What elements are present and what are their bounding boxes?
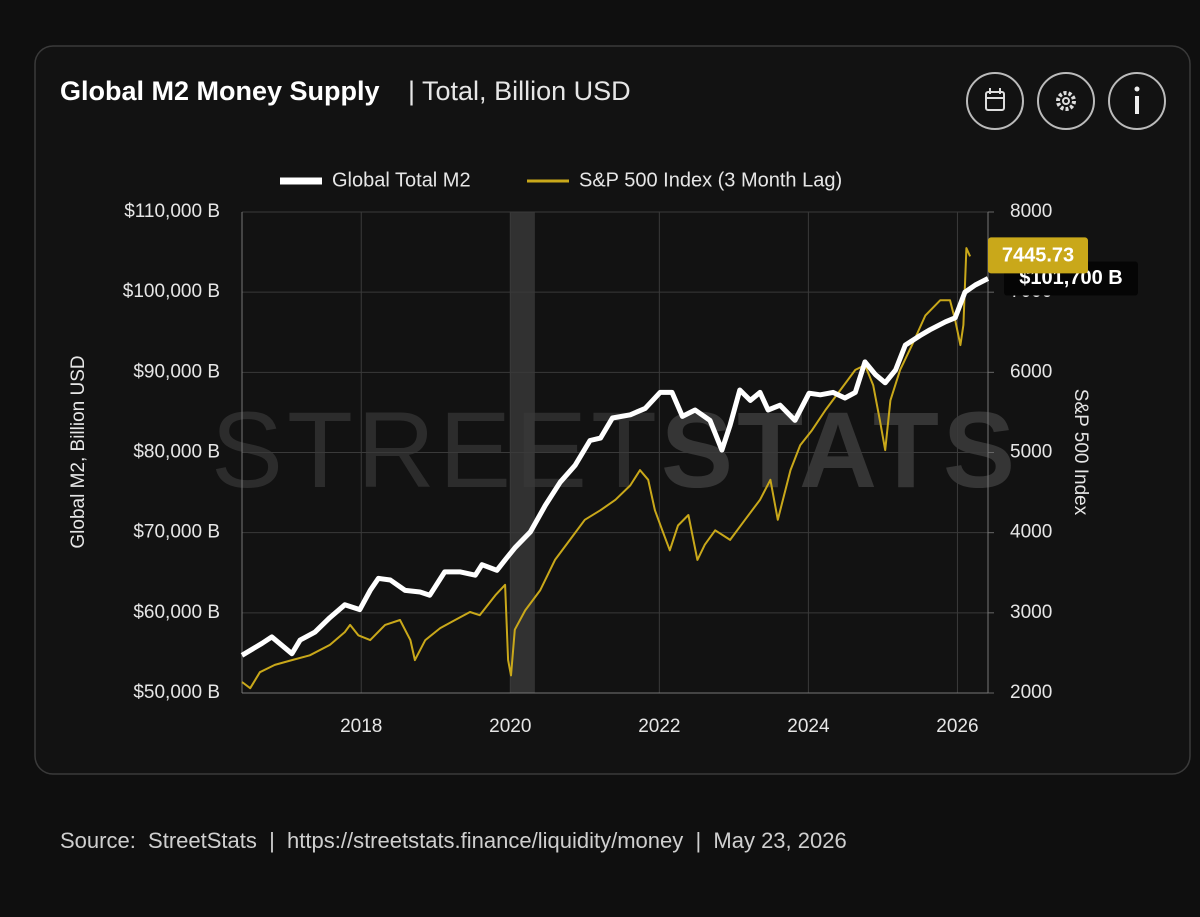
- card: [34, 45, 1191, 775]
- watermark-part: STATS: [661, 389, 1019, 510]
- y-tick-label: $70,000 B: [133, 522, 220, 543]
- series-line: [241, 247, 972, 690]
- x-tick-label: 2020: [489, 716, 531, 737]
- x-tick-label: 2022: [638, 716, 680, 737]
- y2-axis-label: S&P 500 Index: [1070, 389, 1091, 516]
- y2-tick-label: 6000: [1010, 361, 1052, 382]
- x-tick-label: 2024: [787, 716, 830, 737]
- end-label: 7445.73: [1002, 245, 1074, 267]
- y2-tick-label: 8000: [1010, 201, 1052, 222]
- y-tick-label: $90,000 B: [133, 361, 220, 382]
- plot: STREETSTATS $50,000 B $60,000 B $70,000 B $8…: [68, 169, 1138, 737]
- y2-tick-label: 3000: [1010, 602, 1052, 623]
- y2-tick-label: 2000: [1010, 682, 1052, 703]
- settings-button[interactable]: [1037, 72, 1095, 130]
- y2-tick-label: 4000: [1010, 522, 1052, 543]
- chart-title: Global M2 Money Supply: [60, 76, 380, 106]
- legend-label: S&P 500 Index (3 Month Lag): [579, 169, 842, 191]
- y2-tick-label: 5000: [1010, 442, 1052, 463]
- y-tick-label: $50,000 B: [133, 682, 220, 703]
- calendar-button[interactable]: [966, 72, 1024, 130]
- x-tick-label: 2026: [936, 716, 978, 737]
- series-line: [240, 276, 990, 658]
- footer-source: Source: StreetStats | https://streetstat…: [60, 828, 847, 853]
- watermark: STREETSTATS: [211, 389, 1019, 510]
- legend-label: Global Total M2: [332, 169, 471, 191]
- y-tick-label: $110,000 B: [124, 201, 220, 222]
- chart-subtitle: | Total, Billion USD: [408, 76, 631, 106]
- y-axis-label: Global M2, Billion USD: [68, 355, 89, 548]
- end-label-box: [988, 237, 1088, 274]
- watermark-part: STREET: [211, 389, 661, 510]
- y-tick-label: $60,000 B: [133, 602, 220, 623]
- y-tick-label: $80,000 B: [133, 442, 220, 463]
- x-tick-label: 2018: [340, 716, 382, 737]
- y-tick-label: $100,000 B: [123, 281, 220, 302]
- info-button[interactable]: [1108, 72, 1166, 130]
